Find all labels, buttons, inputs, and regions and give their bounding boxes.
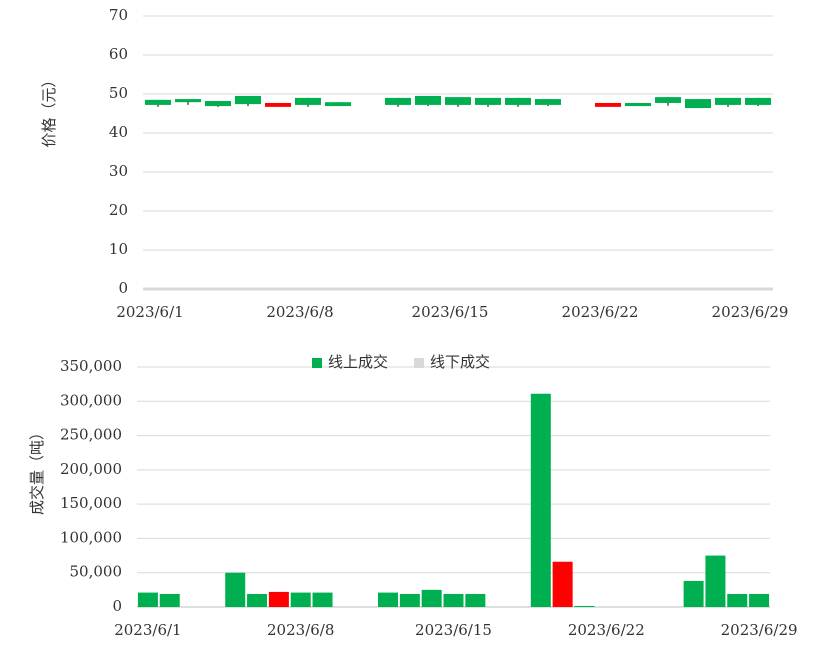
bar — [268, 591, 289, 607]
y-tick-label: 200,000 — [60, 460, 122, 478]
bar — [290, 592, 311, 607]
bar — [159, 593, 180, 607]
candle-body — [175, 99, 201, 103]
y-tick-label: 40 — [109, 123, 128, 141]
y-axis-label: 价格（元） — [40, 72, 58, 147]
bar — [247, 593, 268, 607]
x-tick-label: 2023/6/29 — [721, 621, 798, 639]
x-tick-label: 2023/6/1 — [114, 621, 181, 639]
bar — [705, 555, 726, 607]
candle-body — [445, 97, 471, 105]
legend-swatch — [414, 358, 424, 368]
y-tick-label: 250,000 — [60, 426, 122, 444]
y-tick-label: 70 — [109, 6, 128, 24]
x-tick-label: 2023/6/15 — [415, 621, 492, 639]
y-tick-label: 50,000 — [70, 563, 123, 581]
y-tick-label: 30 — [109, 162, 128, 180]
bar — [530, 393, 551, 607]
x-tick-label: 2023/6/22 — [568, 621, 645, 639]
candle-body — [715, 97, 741, 105]
bar — [465, 593, 486, 607]
candle-body — [625, 102, 651, 107]
candle-body — [265, 102, 291, 107]
bar — [749, 593, 770, 607]
candle-body — [235, 95, 261, 105]
candle-body — [505, 97, 531, 105]
bar — [552, 561, 573, 607]
x-tick-label: 2023/6/22 — [562, 303, 639, 321]
candle-body — [205, 101, 231, 107]
bar — [443, 593, 464, 607]
y-tick-label: 20 — [109, 201, 128, 219]
legend-swatch — [312, 358, 322, 368]
y-axis-label: 成交量（吨） — [28, 425, 46, 515]
bar — [421, 589, 442, 607]
candle-body — [475, 97, 501, 105]
x-tick-label: 2023/6/1 — [116, 303, 183, 321]
y-tick-label: 350,000 — [60, 357, 122, 375]
candle-body — [745, 97, 771, 105]
y-tick-label: 100,000 — [60, 528, 122, 546]
bar — [727, 593, 748, 607]
y-tick-label: 0 — [112, 597, 122, 615]
x-tick-label: 2023/6/29 — [712, 303, 789, 321]
y-tick-label: 150,000 — [60, 494, 122, 512]
y-tick-label: 60 — [109, 45, 128, 63]
x-tick-label: 2023/6/15 — [412, 303, 489, 321]
candle-body — [655, 97, 681, 103]
y-tick-label: 10 — [109, 240, 128, 258]
candle-body — [145, 99, 171, 105]
x-tick-label: 2023/6/8 — [266, 303, 333, 321]
candle-body — [415, 95, 441, 105]
bar — [399, 593, 420, 607]
candle-body — [295, 97, 321, 105]
y-tick-label: 50 — [109, 84, 128, 102]
bar — [378, 592, 399, 607]
candle-body — [325, 102, 351, 107]
y-tick-label: 300,000 — [60, 391, 122, 409]
bar — [225, 572, 246, 607]
bar — [574, 605, 595, 607]
candle-body — [685, 99, 711, 109]
bar — [312, 592, 333, 607]
candle-body — [535, 99, 561, 105]
x-tick-label: 2023/6/8 — [267, 621, 334, 639]
bar — [683, 580, 704, 607]
y-tick-label: 0 — [118, 279, 128, 297]
legend-label: 线上成交 — [328, 353, 388, 371]
candle-body — [595, 102, 621, 107]
legend-label: 线下成交 — [430, 353, 490, 371]
candle-body — [385, 97, 411, 105]
bar — [137, 592, 158, 607]
